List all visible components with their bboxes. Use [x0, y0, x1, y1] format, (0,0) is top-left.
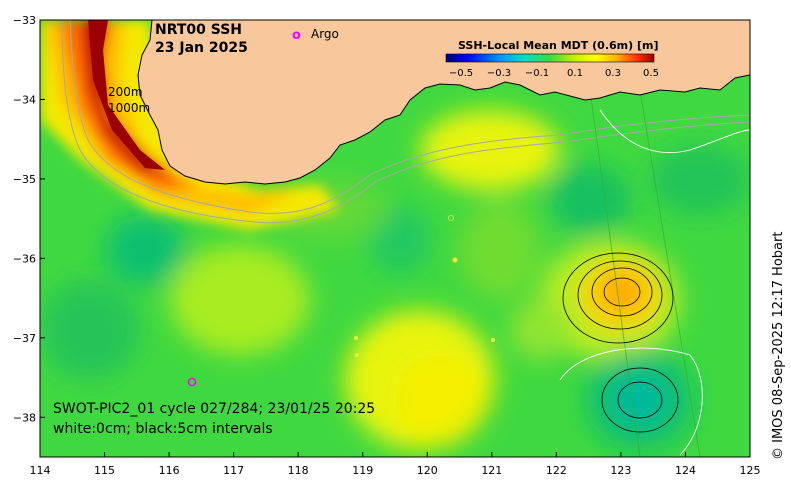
- title-product: NRT00 SSH: [155, 22, 242, 38]
- x-tick-label: 121: [481, 464, 502, 477]
- x-tick-label: 125: [740, 464, 761, 477]
- isobath-label-1000m: 1000m: [108, 101, 150, 115]
- colorbar-tick: −0.1: [525, 68, 549, 79]
- argo-float: [187, 377, 197, 387]
- x-tick-label: 123: [610, 464, 631, 477]
- colorbar: SSH-Local Mean MDT (0.6m) [m] −0.5 −0.3 …: [445, 39, 659, 79]
- colorbar-tick: 0.3: [605, 68, 621, 79]
- argo-float: [452, 257, 458, 263]
- x-tick-label: 114: [30, 464, 51, 477]
- ssh-field: [40, 110, 750, 450]
- isobath-label-200m: 200m: [108, 85, 143, 99]
- argo-float: [448, 215, 454, 221]
- swot-swath: [589, 89, 701, 457]
- isobaths: [61, 20, 750, 224]
- map-plot-area: [40, 20, 750, 457]
- plot-frame: [39, 19, 751, 458]
- y-tick-label: −35: [13, 173, 36, 186]
- imos-credit: © IMOS 08-Sep-2025 12:17 Hobart: [771, 232, 786, 460]
- argo-float: [491, 338, 495, 342]
- black-contours: [562, 252, 679, 433]
- colorbar-tick: −0.3: [487, 68, 511, 79]
- white-contours: [559, 109, 750, 456]
- y-tick-label: −37: [13, 332, 36, 345]
- x-axis: 114 115 116 117 118 119 120 121 122 123 124 125: [30, 452, 761, 477]
- y-tick-label: −33: [13, 14, 36, 27]
- y-tick-label: −34: [13, 93, 36, 106]
- x-tick-label: 116: [159, 464, 180, 477]
- argo-legend-label: Argo: [311, 27, 339, 41]
- warm-core: [88, 20, 165, 170]
- x-tick-label: 122: [546, 464, 567, 477]
- colorbar-title: SSH-Local Mean MDT (0.6m) [m]: [458, 39, 658, 52]
- argo-markers: [187, 215, 495, 387]
- swot-info: SWOT-PIC2_01 cycle 027/284; 23/01/25 20:…: [53, 401, 375, 417]
- title-date: 23 Jan 2025: [155, 40, 248, 56]
- x-tick-label: 118: [288, 464, 309, 477]
- colorbar-tick: 0.1: [567, 68, 583, 79]
- colorbar-tick: −0.5: [449, 68, 473, 79]
- x-tick-label: 120: [417, 464, 438, 477]
- y-axis: −33 −34 −35 −36 −37 −38: [13, 14, 45, 424]
- argo-float: [354, 336, 358, 340]
- y-tick-label: −38: [13, 411, 36, 424]
- x-tick-label: 117: [223, 464, 244, 477]
- colorbar-ramp: [445, 53, 655, 63]
- y-tick-label: −36: [13, 252, 36, 265]
- contour-info: white:0cm; black:5cm intervals: [53, 421, 273, 437]
- x-tick-label: 115: [94, 464, 115, 477]
- argo-legend-symbol: o: [292, 28, 301, 43]
- x-tick-label: 119: [352, 464, 373, 477]
- colorbar-tick: 0.5: [643, 68, 659, 79]
- x-tick-label: 124: [675, 464, 696, 477]
- argo-float: [355, 353, 359, 357]
